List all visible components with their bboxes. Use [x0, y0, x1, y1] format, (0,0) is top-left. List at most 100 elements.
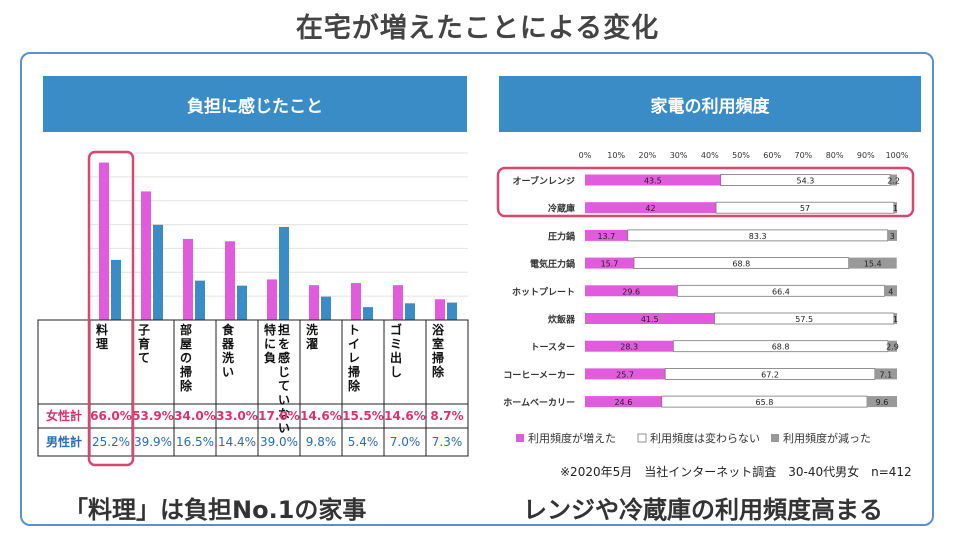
male-bar-3	[237, 285, 247, 320]
segment-label: 9.6	[876, 398, 889, 407]
segment-label: 54.3	[797, 177, 815, 186]
segment-label: 24.6	[614, 398, 632, 407]
segment-label: 67.2	[761, 370, 779, 379]
male-bar-1	[153, 224, 163, 320]
value-label: 66.0%	[90, 409, 132, 423]
x-tick-label: 30%	[670, 151, 688, 160]
segment-label: 25.7	[616, 370, 634, 379]
value-label: 34.0%	[174, 409, 216, 423]
appliance-label-4: ホットプレート	[512, 286, 575, 298]
category-label-3: 食器洗い	[221, 322, 235, 379]
value-label: 9.8%	[306, 435, 337, 449]
legend-label-2: 利用頻度が減った	[783, 431, 871, 445]
female-bar-0	[99, 162, 109, 320]
segment-label: 7.1	[880, 370, 893, 379]
female-bar-1	[141, 191, 151, 320]
x-tick-label: 10%	[607, 151, 625, 160]
segment-label: 15.7	[601, 260, 619, 269]
appliance-label-7: コーヒーメーカー	[503, 370, 575, 381]
increased-seg-4	[585, 285, 678, 297]
segment-label: 66.4	[772, 287, 790, 296]
value-label: 39.9%	[134, 435, 172, 449]
value-label: 14.4%	[218, 435, 256, 449]
value-label: 16.5%	[176, 435, 214, 449]
male-bar-0	[111, 259, 121, 320]
legend-swatch-0	[516, 434, 524, 442]
decreased-seg-7	[874, 368, 897, 380]
x-tick-label: 40%	[701, 151, 719, 160]
segment-label: 41.5	[641, 315, 659, 324]
increased-seg-1	[585, 202, 717, 214]
increased-seg-5	[585, 313, 715, 324]
row-header-1: 男性計	[46, 434, 82, 449]
male-bar-2	[195, 280, 205, 320]
value-label: 17.0%	[258, 409, 300, 423]
legend-swatch-2	[771, 434, 779, 442]
category-label-4: 特に負	[264, 322, 276, 365]
category-label-2: 部屋の掃除	[180, 322, 193, 393]
segment-label: 4	[888, 287, 893, 296]
decreased-seg-0	[890, 174, 897, 186]
increased-seg-8	[585, 396, 662, 408]
category-label-6: トイレ掃除	[348, 323, 361, 393]
category-label-5: 洗濯	[306, 322, 318, 351]
increased-seg-6	[585, 340, 674, 352]
highlight-box	[496, 166, 915, 218]
value-label: 39.0%	[260, 435, 298, 449]
segment-label: 3	[890, 232, 895, 241]
x-tick-label: 80%	[826, 151, 844, 160]
appliance-label-0: オーブンレンジ	[513, 175, 575, 187]
female-bar-8	[435, 299, 445, 320]
segment-label: 68.8	[732, 260, 750, 269]
male-bar-6	[363, 307, 373, 320]
segment-label: 57	[800, 204, 810, 213]
legend-label-1: 利用頻度は変わらない	[650, 431, 760, 445]
segment-label: 1	[893, 315, 898, 324]
x-tick-label: 50%	[732, 151, 750, 160]
segment-label: 2.2	[887, 177, 900, 186]
segment-label: 57.5	[795, 315, 813, 324]
decreased-seg-4	[884, 285, 897, 297]
value-label: 15.5%	[342, 409, 384, 423]
female-bar-6	[351, 283, 361, 320]
decreased-seg-5	[893, 313, 897, 324]
row-header-0: 女性計	[46, 408, 82, 423]
increased-seg-2	[585, 229, 628, 241]
value-label: 7.0%	[390, 435, 421, 449]
legend-swatch-1	[637, 433, 647, 443]
value-label: 33.0%	[216, 409, 258, 423]
x-tick-label: 20%	[639, 151, 657, 160]
x-tick-label: 60%	[763, 151, 781, 160]
category-label-8: 浴室掃除	[432, 322, 445, 379]
female-bar-4	[267, 279, 277, 320]
legend-label-0: 利用頻度が増えた	[528, 431, 616, 445]
segment-label: 28.3	[620, 343, 638, 352]
decreased-seg-6	[887, 340, 897, 352]
highlight-box	[87, 150, 135, 467]
appliance-label-3: 電気圧力鍋	[530, 258, 575, 270]
appliance-label-1: 冷蔵庫	[548, 203, 575, 215]
category-label-1: 子育て	[138, 323, 150, 365]
segment-label: 42	[645, 204, 655, 213]
segment-label: 65.8	[755, 398, 773, 407]
appliance-label-2: 圧力鍋	[548, 230, 575, 242]
x-tick-label: 0%	[579, 151, 592, 160]
category-label-7: ゴミ出し	[390, 322, 402, 379]
increased-seg-0	[585, 174, 721, 186]
burden-chart-header: 負担に感じたこと	[43, 76, 467, 132]
female-bar-2	[183, 238, 193, 320]
female-bar-7	[393, 285, 403, 320]
segment-label: 1	[893, 204, 898, 213]
female-bar-3	[225, 241, 235, 320]
female-bar-5	[309, 285, 319, 320]
segment-label: 43.5	[644, 177, 662, 186]
value-label: 25.2%	[92, 435, 130, 449]
appliance-label-5: 炊飯器	[548, 314, 576, 326]
value-label: 8.7%	[430, 409, 463, 423]
segment-label: 83.3	[749, 232, 767, 241]
segment-label: 15.4	[864, 260, 882, 269]
male-bar-7	[405, 303, 415, 320]
segment-label: 13.7	[597, 232, 615, 241]
segment-label: 2.9	[886, 343, 899, 352]
